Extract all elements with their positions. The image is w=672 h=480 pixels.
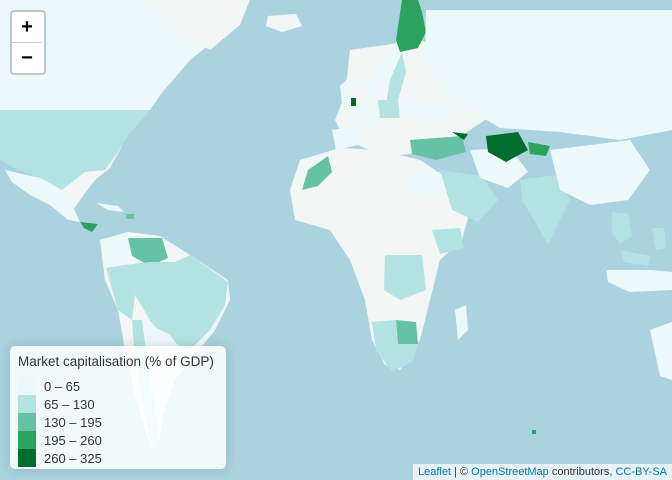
country-sweden[interactable] [386, 52, 406, 104]
country-ireland[interactable] [351, 98, 356, 106]
country-jamaica[interactable] [126, 214, 134, 219]
country-spain[interactable] [332, 126, 362, 150]
country-united-states[interactable] [0, 110, 150, 190]
country-kyrgyzstan[interactable] [528, 142, 550, 156]
country-morocco[interactable] [302, 156, 332, 190]
country-ethiopia[interactable] [432, 228, 464, 254]
country-france[interactable] [350, 106, 380, 126]
country-botswana[interactable] [396, 320, 418, 344]
country-mauritius[interactable] [532, 430, 536, 434]
legend-item: 65 – 130 [18, 395, 218, 413]
zoom-in-button[interactable]: + [21, 16, 33, 38]
zoom-out-button[interactable]: − [12, 42, 42, 73]
legend-item: 130 – 195 [18, 413, 218, 431]
legend-swatch [18, 413, 36, 431]
legend-item: 260 – 325 [18, 449, 218, 467]
country-turkmenistan[interactable] [486, 132, 528, 162]
country-germany[interactable] [378, 100, 400, 118]
country-mexico[interactable] [5, 170, 80, 222]
country-colombia[interactable] [100, 232, 132, 270]
country-south-africa[interactable] [372, 320, 418, 372]
iceland-land [266, 14, 302, 32]
country-poland[interactable] [398, 98, 420, 116]
legend-swatch [18, 395, 36, 413]
legend-swatch [18, 431, 36, 449]
country-tanzania[interactable] [384, 255, 426, 300]
africa-land [290, 148, 470, 370]
openstreetmap-link[interactable]: OpenStreetMap [471, 466, 549, 478]
country-iran[interactable] [470, 148, 528, 188]
country-indonesia[interactable] [606, 270, 672, 292]
legend-label: 260 – 325 [44, 450, 102, 466]
country-australia[interactable] [650, 322, 672, 380]
country-thailand[interactable] [612, 212, 632, 244]
country-ukraine[interactable] [418, 100, 456, 124]
country-georgia[interactable] [452, 132, 468, 140]
country-turkey[interactable] [410, 136, 466, 160]
country-norway[interactable] [365, 40, 405, 102]
country-canada[interactable] [0, 0, 215, 110]
attribution-contributors: contributors, [548, 466, 616, 478]
country-guatemala[interactable] [80, 222, 98, 232]
legend-label: 130 – 195 [44, 414, 102, 430]
country-china[interactable] [550, 140, 650, 205]
legend-title: Market capitalisation (% of GDP) [18, 354, 214, 369]
legend-label: 65 – 130 [44, 396, 95, 412]
country-philippines[interactable] [652, 228, 666, 250]
license-link[interactable]: CC-BY-SA [615, 466, 667, 478]
legend-swatch [18, 377, 36, 395]
country-finland[interactable] [396, 0, 426, 52]
legend-swatch [18, 449, 36, 467]
country-cuba[interactable] [96, 203, 124, 212]
country-egypt[interactable] [410, 170, 442, 198]
legend-label: 195 – 260 [44, 432, 102, 448]
legend-item: 195 – 260 [18, 431, 218, 449]
leaflet-link[interactable]: Leaflet [417, 466, 451, 478]
country-malaysia[interactable] [620, 250, 650, 266]
country-russia[interactable] [425, 10, 672, 140]
zoom-control: + − [10, 10, 46, 75]
country-peru[interactable] [106, 265, 135, 320]
country-brazil[interactable] [125, 255, 228, 350]
country-india[interactable] [520, 175, 570, 245]
country-saudi-arabia[interactable] [440, 170, 498, 222]
attribution-separator: | © [451, 466, 472, 478]
legend-label: 0 – 65 [44, 378, 81, 394]
country-venezuela[interactable] [128, 238, 168, 266]
attribution: Leaflet | © OpenStreetMap contributors, … [412, 464, 672, 480]
greenland-land [140, 0, 250, 50]
legend-item: 0 – 65 [18, 377, 218, 395]
country-madagascar[interactable] [455, 305, 468, 340]
map-legend: Market capitalisation (% of GDP) 0 – 65 … [10, 346, 226, 469]
